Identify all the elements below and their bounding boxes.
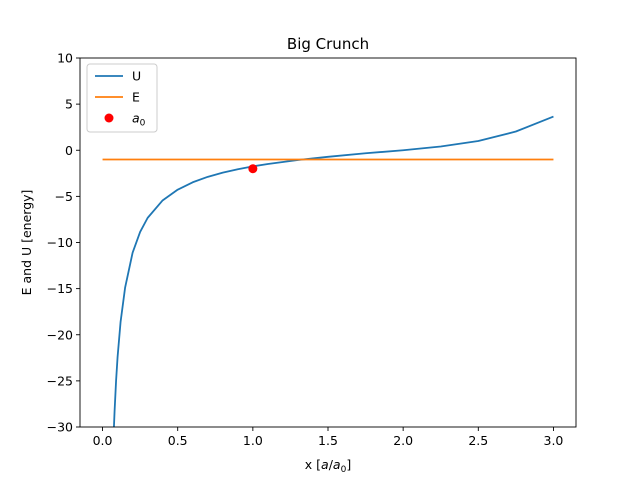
y-axis-label: E and U [energy] [19,190,34,296]
series-point-a0 [248,164,258,174]
y-tick-label: −30 [47,420,73,435]
x-tick-label: 2.0 [393,433,413,448]
y-tick-label: −10 [47,235,73,250]
legend-label-a0: a0 [132,111,146,129]
x-axis-label-slash: / [329,457,334,472]
x-axis-label-end: ] [346,457,351,472]
y-tick-label: −25 [47,373,73,388]
x-tick-label: 1.5 [318,433,338,448]
y-tick-label: 0 [65,143,73,158]
chart-title: Big Crunch [287,35,369,53]
legend: U E a0 [86,63,158,133]
y-tick-label: 10 [57,51,73,66]
x-axis-label-var1: a [321,457,329,472]
y-axis: 10 5 0 −5 −10 −15 −20 −25 −30 [47,51,80,435]
x-tick-label: 1.0 [243,433,263,448]
y-tick-label: −15 [47,281,73,296]
y-tick-label: 5 [65,97,73,112]
x-axis-label-sub: 0 [341,465,347,475]
legend-box [86,63,158,133]
series-line-u [113,115,554,427]
x-tick-label: 0.5 [168,433,188,448]
legend-label-a0-sub: 0 [140,119,146,129]
x-tick-label: 3.0 [544,433,564,448]
x-axis-label-prefix: x [ [305,457,321,472]
legend-label-a0-main: a [132,111,140,126]
legend-label-e: E [132,90,140,105]
legend-swatch-a0 [104,113,114,123]
y-tick-label: −5 [55,189,73,204]
x-axis-label: x [a/a0] [305,457,351,475]
x-tick-label: 0.0 [93,433,113,448]
x-axis: 0.0 0.5 1.0 1.5 2.0 2.5 3.0 [93,427,564,448]
y-tick-label: −20 [47,327,73,342]
legend-label-u: U [132,69,141,84]
x-axis-label-var2: a [333,457,341,472]
x-tick-label: 2.5 [468,433,488,448]
